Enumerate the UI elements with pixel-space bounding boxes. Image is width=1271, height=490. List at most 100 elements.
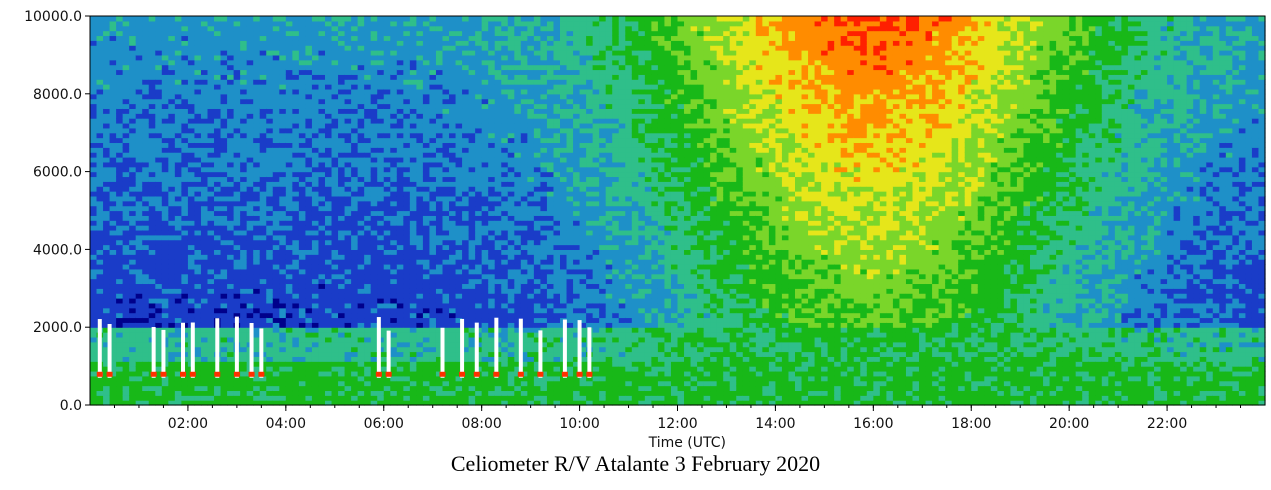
heatmap-cell bbox=[494, 302, 502, 309]
heatmap-cell bbox=[344, 142, 352, 148]
heatmap-cell bbox=[481, 220, 489, 226]
heatmap-cell bbox=[481, 263, 489, 270]
heatmap-cell bbox=[142, 220, 150, 226]
heatmap-cell bbox=[462, 390, 470, 396]
heatmap-cell bbox=[266, 113, 274, 119]
heatmap-cell bbox=[253, 215, 261, 221]
heatmap-cell bbox=[429, 322, 437, 328]
heatmap-cell bbox=[305, 244, 313, 250]
heatmap-cell bbox=[409, 390, 417, 396]
heatmap-cell bbox=[429, 375, 437, 382]
heatmap-cell bbox=[220, 307, 228, 314]
heatmap-cell bbox=[116, 25, 124, 32]
heatmap-cell bbox=[266, 191, 274, 197]
heatmap-cell bbox=[344, 64, 352, 71]
heatmap-cell bbox=[155, 366, 163, 372]
heatmap-cell bbox=[266, 45, 274, 51]
heatmap-cell bbox=[187, 64, 196, 71]
heatmap-cell bbox=[488, 74, 496, 80]
heatmap-cell bbox=[266, 254, 274, 260]
heatmap-cell bbox=[403, 356, 411, 362]
heatmap-cell bbox=[129, 234, 137, 241]
heatmap-cell bbox=[409, 40, 417, 46]
heatmap-cell bbox=[103, 45, 111, 51]
heatmap-cell bbox=[194, 176, 202, 182]
heatmap-cell bbox=[403, 103, 411, 109]
heatmap-cell bbox=[364, 225, 372, 231]
heatmap-cell bbox=[409, 254, 417, 260]
heatmap-cell bbox=[305, 98, 313, 105]
heatmap-cell bbox=[200, 142, 209, 148]
heatmap-cell bbox=[122, 152, 130, 158]
heatmap-cell bbox=[396, 79, 404, 85]
heatmap-cell bbox=[488, 64, 496, 71]
heatmap-cell bbox=[266, 186, 274, 192]
heatmap-cell bbox=[481, 390, 489, 396]
heatmap-cell bbox=[390, 361, 398, 367]
heatmap-cell bbox=[155, 302, 163, 309]
heatmap-cell bbox=[233, 152, 241, 158]
heatmap-cell bbox=[455, 45, 463, 51]
heatmap-cell bbox=[96, 161, 104, 168]
heatmap-cell bbox=[116, 259, 124, 265]
heatmap-cell bbox=[403, 30, 411, 37]
heatmap-cell bbox=[462, 74, 470, 80]
heatmap-cell bbox=[227, 234, 235, 241]
heatmap-cell bbox=[370, 385, 378, 392]
heatmap-cell bbox=[279, 317, 287, 323]
heatmap-cell bbox=[442, 186, 450, 192]
heatmap-cell bbox=[364, 40, 372, 46]
heatmap-cell bbox=[227, 395, 235, 401]
heatmap-cell bbox=[96, 127, 104, 134]
heatmap-cell bbox=[142, 50, 150, 56]
heatmap-cell bbox=[116, 161, 124, 168]
heatmap-cell bbox=[325, 366, 333, 372]
heatmap-cell bbox=[435, 239, 444, 246]
heatmap-cell bbox=[475, 127, 483, 134]
heatmap-cell bbox=[462, 20, 470, 27]
heatmap-cell bbox=[292, 118, 300, 124]
heatmap-cell bbox=[207, 157, 215, 163]
heatmap-cell bbox=[266, 69, 274, 75]
heatmap-cell bbox=[285, 370, 293, 377]
heatmap-cell bbox=[488, 147, 496, 153]
heatmap-cell bbox=[207, 205, 215, 212]
heatmap-cell bbox=[272, 79, 280, 85]
heatmap-cell bbox=[181, 176, 189, 182]
heatmap-cell bbox=[246, 74, 254, 80]
heatmap-cell bbox=[357, 395, 365, 401]
heatmap-cell bbox=[325, 336, 333, 343]
heatmap-cell bbox=[409, 375, 417, 382]
heatmap-cell bbox=[90, 210, 98, 216]
heatmap-cell bbox=[409, 137, 417, 144]
heatmap-cell bbox=[142, 205, 150, 212]
heatmap-cell bbox=[344, 390, 352, 396]
heatmap-cell bbox=[331, 103, 339, 109]
heatmap-cell bbox=[103, 390, 111, 396]
heatmap-cell bbox=[233, 127, 241, 134]
heatmap-cell bbox=[488, 118, 496, 124]
heatmap-cell bbox=[279, 395, 287, 401]
heatmap-cell bbox=[161, 142, 169, 148]
heatmap-cell bbox=[390, 93, 398, 100]
heatmap-cell bbox=[331, 293, 339, 299]
heatmap-cell bbox=[103, 395, 111, 401]
heatmap-cell bbox=[109, 283, 117, 289]
heatmap-cell bbox=[422, 390, 431, 396]
heatmap-cell bbox=[174, 25, 182, 32]
heatmap-cell bbox=[370, 346, 378, 353]
heatmap-cell bbox=[227, 380, 235, 387]
heatmap-cell bbox=[148, 30, 156, 37]
heatmap-cell bbox=[148, 317, 156, 323]
heatmap-cell bbox=[90, 346, 98, 353]
heatmap-cell bbox=[435, 74, 444, 80]
heatmap-cell bbox=[403, 74, 411, 80]
heatmap-cell bbox=[383, 69, 391, 75]
heatmap-cell bbox=[442, 293, 450, 299]
heatmap-cell bbox=[90, 249, 98, 255]
heatmap-cell bbox=[168, 16, 176, 22]
heatmap-cell bbox=[364, 157, 372, 163]
heatmap-cell bbox=[318, 263, 326, 270]
heatmap-cell bbox=[403, 302, 411, 309]
heatmap-cell bbox=[266, 147, 274, 153]
